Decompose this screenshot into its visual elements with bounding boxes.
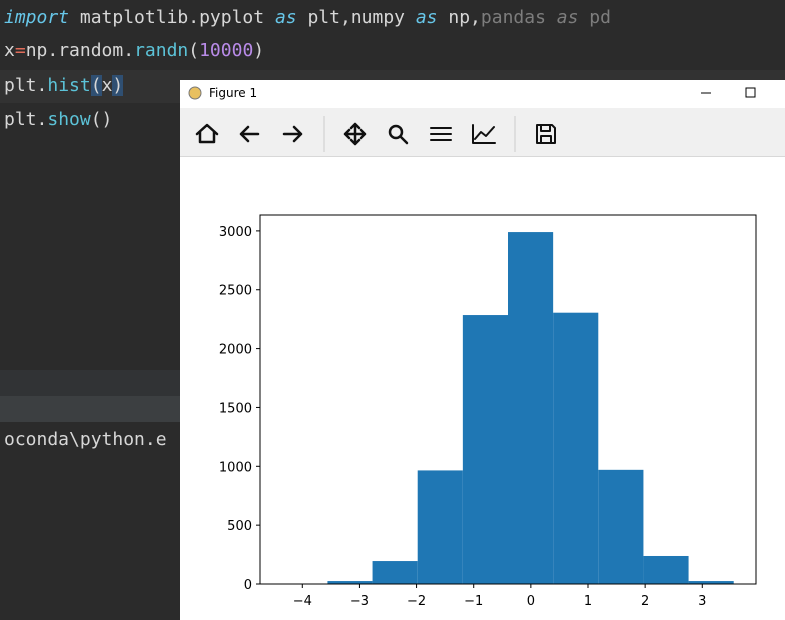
toolbar — [180, 108, 785, 157]
code-text: x — [4, 40, 15, 61]
x-tick-label: −1 — [464, 594, 483, 609]
y-tick-label: 1500 — [219, 401, 252, 416]
code-text: plt. — [4, 75, 48, 96]
panel-divider — [0, 370, 180, 396]
forward-button[interactable] — [282, 125, 303, 143]
toolbar-icons — [195, 116, 556, 152]
bar — [598, 469, 644, 584]
bar — [643, 555, 689, 584]
zoom-button[interactable] — [388, 124, 404, 140]
code-text: pd — [578, 7, 611, 28]
y-tick-label: 2500 — [219, 284, 252, 299]
home-button[interactable] — [195, 123, 219, 144]
keyword: as — [556, 7, 579, 28]
x-tick-label: −4 — [293, 594, 312, 609]
edit-button[interactable] — [472, 124, 496, 144]
window-title: Figure 1 — [209, 86, 258, 100]
app-icon — [188, 86, 202, 100]
code-text: () — [90, 109, 113, 130]
x-tick-label: 1 — [584, 594, 592, 609]
title-bar: Figure 1 — [180, 80, 785, 108]
console-text: oconda\python.e — [4, 429, 167, 450]
y-tick-label: 2000 — [219, 343, 252, 358]
zoom-handle — [399, 135, 409, 145]
code-line: plt.show() — [4, 108, 112, 132]
x-tick-label: 0 — [527, 594, 535, 609]
x-tick-label: −3 — [350, 594, 369, 609]
function: show — [47, 109, 91, 130]
bar — [508, 232, 554, 584]
number: 10000 — [199, 40, 254, 61]
code-text: plt. — [4, 109, 48, 130]
back-button[interactable] — [239, 125, 260, 143]
x-tick-label: 2 — [641, 594, 649, 609]
code-text: matplotlib.pyplot — [69, 7, 275, 28]
keyword: as — [274, 7, 297, 28]
bar — [417, 470, 463, 584]
y-tick-label: 0 — [244, 578, 252, 593]
code-text: plt,numpy — [296, 7, 416, 28]
maximize-button[interactable] — [745, 87, 756, 98]
axes-frame — [259, 214, 757, 585]
x-tick-label: −2 — [407, 594, 426, 609]
code-line: import matplotlib.pyplot as plt,numpy as… — [4, 6, 611, 30]
bar — [553, 312, 599, 584]
code-text: pandas — [480, 7, 557, 28]
panel-header — [0, 396, 180, 422]
function: hist — [47, 75, 91, 96]
function: randn — [134, 40, 189, 61]
x-tick-label: 3 — [698, 594, 706, 609]
keyword: as — [415, 7, 438, 28]
configure-button[interactable] — [430, 127, 452, 141]
keyword: import — [4, 7, 70, 28]
title-icons — [188, 86, 756, 100]
bar — [462, 315, 508, 584]
bar — [372, 561, 418, 584]
code-text: ( — [188, 40, 200, 61]
code-text: np, — [437, 7, 481, 28]
bar — [688, 581, 734, 584]
code-text: ) — [253, 40, 265, 61]
y-tick-label: 3000 — [219, 225, 252, 240]
code-line: plt.hist(x) — [4, 74, 124, 98]
save-button[interactable] — [536, 124, 556, 144]
bar — [327, 581, 373, 584]
code-text: np.random. — [25, 40, 135, 61]
pan-button[interactable] — [343, 122, 367, 146]
y-tick-label: 1000 — [219, 460, 252, 475]
code-text: ) — [112, 75, 124, 96]
code-line: x=np.random.randn(10000) — [4, 39, 264, 63]
code-text: ( — [90, 75, 102, 96]
code-text: = — [14, 40, 26, 61]
code-text: x — [101, 75, 113, 96]
y-tick-label: 500 — [227, 519, 252, 534]
